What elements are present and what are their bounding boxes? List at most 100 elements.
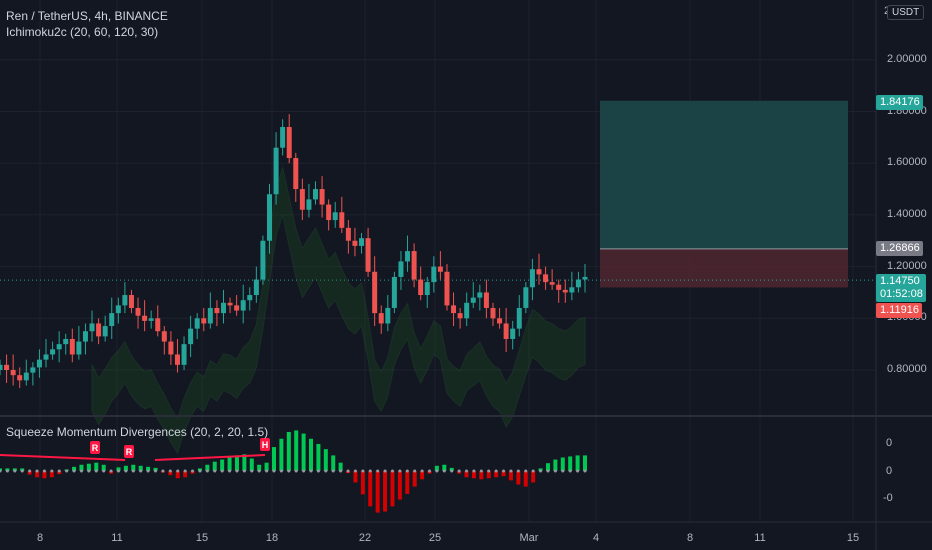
cloud-fill	[91, 165, 586, 454]
squeeze-dot	[116, 469, 120, 473]
momentum-bar	[545, 463, 550, 471]
stop-price-tag: 1.11916	[876, 303, 922, 318]
squeeze-dot	[198, 469, 202, 473]
candle-body	[529, 269, 535, 288]
momentum-bar	[35, 471, 40, 478]
candle-body	[575, 279, 581, 288]
main-legend: Ren / TetherUS, 4h, BINANCE Ichimoku2c (…	[6, 8, 168, 40]
target-zone	[600, 100, 848, 249]
momentum-bar	[49, 471, 54, 478]
oscillator-title[interactable]: Squeeze Momentum Divergences (20, 2, 20,…	[6, 425, 269, 439]
candle-body	[122, 295, 128, 306]
squeeze-dot	[420, 469, 424, 473]
squeeze-dot	[583, 469, 587, 473]
candle-body	[313, 189, 319, 200]
candle-body	[372, 271, 378, 314]
candle-body	[227, 302, 233, 306]
squeeze-dot	[79, 469, 83, 473]
squeeze-dot	[376, 469, 380, 473]
time-tick-label: 15	[196, 532, 208, 544]
candle-body	[359, 238, 365, 246]
momentum-bar	[42, 471, 47, 479]
candle-body	[89, 323, 95, 332]
momentum-bar	[583, 455, 587, 471]
candle-body	[142, 315, 148, 321]
momentum-bar	[301, 433, 306, 471]
squeeze-dot	[213, 469, 217, 473]
candle-body	[0, 364, 3, 370]
momentum-histogram: R RH	[0, 430, 587, 513]
candle-body	[319, 189, 325, 205]
divergence-marker-badge	[90, 441, 100, 454]
time-tick-label: 22	[359, 532, 371, 544]
momentum-bar	[153, 467, 158, 471]
candle-body	[56, 344, 62, 350]
candle-body	[109, 313, 115, 327]
momentum-bar	[242, 454, 247, 471]
candle-body	[477, 292, 483, 298]
osc-scale-label: 0	[886, 465, 893, 477]
candle-body	[582, 276, 588, 280]
candle-body	[385, 307, 391, 324]
candle-body	[148, 318, 154, 321]
candle-body	[332, 212, 338, 221]
squeeze-dot	[124, 469, 128, 473]
candle-body	[339, 212, 345, 228]
symbol-title[interactable]: Ren / TetherUS, 4h, BINANCE	[6, 9, 168, 23]
candle-body	[50, 349, 56, 355]
momentum-bar	[168, 471, 173, 476]
candle-body	[405, 251, 411, 262]
candle-body	[266, 194, 272, 241]
candle-body	[76, 341, 82, 355]
candle-body	[273, 147, 279, 195]
momentum-bar	[294, 430, 299, 471]
time-tick-label: 15	[847, 532, 859, 544]
current-price-tag: 1.14750 01:52:08	[876, 274, 926, 302]
candle-body	[194, 318, 200, 329]
momentum-bar	[405, 471, 410, 494]
candle-body	[174, 354, 180, 365]
momentum-bar	[412, 471, 417, 487]
candle-body	[424, 282, 430, 296]
momentum-bar	[57, 471, 62, 475]
price-scale-label: 1.60000	[887, 156, 927, 169]
currency-badge[interactable]: USDT	[887, 5, 925, 20]
momentum-bar	[101, 464, 106, 471]
squeeze-dot	[339, 469, 343, 473]
ichimoku-cloud	[91, 165, 586, 454]
momentum-bar	[123, 465, 128, 471]
momentum-bar	[464, 471, 469, 478]
divergence-marker-badge	[124, 445, 134, 458]
squeeze-dot	[183, 469, 187, 473]
candle-body	[260, 240, 266, 280]
candle-body	[293, 158, 299, 190]
candle-body	[36, 359, 42, 368]
candle-body	[69, 338, 75, 355]
price-scale-label: 2.00000	[887, 52, 927, 65]
momentum-bar	[479, 471, 484, 480]
momentum-bar	[183, 471, 188, 478]
candle-body	[398, 261, 404, 277]
target-price-tag: 1.84176	[876, 95, 923, 110]
momentum-bar	[0, 468, 2, 471]
momentum-bar	[86, 463, 91, 471]
candle-body	[63, 338, 69, 345]
candle-body	[234, 305, 240, 311]
divergence-line	[154, 454, 266, 461]
squeeze-dot	[102, 469, 106, 473]
candle-body	[569, 287, 575, 293]
squeeze-dot	[87, 469, 91, 473]
candle-body	[168, 341, 174, 355]
candle-body	[201, 318, 207, 324]
squeeze-dot	[353, 469, 357, 473]
momentum-bar	[360, 471, 365, 495]
indicator-title[interactable]: Ichimoku2c (20, 60, 120, 30)	[6, 25, 159, 39]
squeeze-dot	[109, 469, 113, 473]
candle-body	[128, 295, 134, 308]
squeeze-dot	[294, 469, 298, 473]
candle-body	[286, 127, 292, 159]
candle-body	[470, 297, 476, 303]
squeeze-dot	[139, 469, 143, 473]
squeeze-dot	[472, 469, 476, 473]
